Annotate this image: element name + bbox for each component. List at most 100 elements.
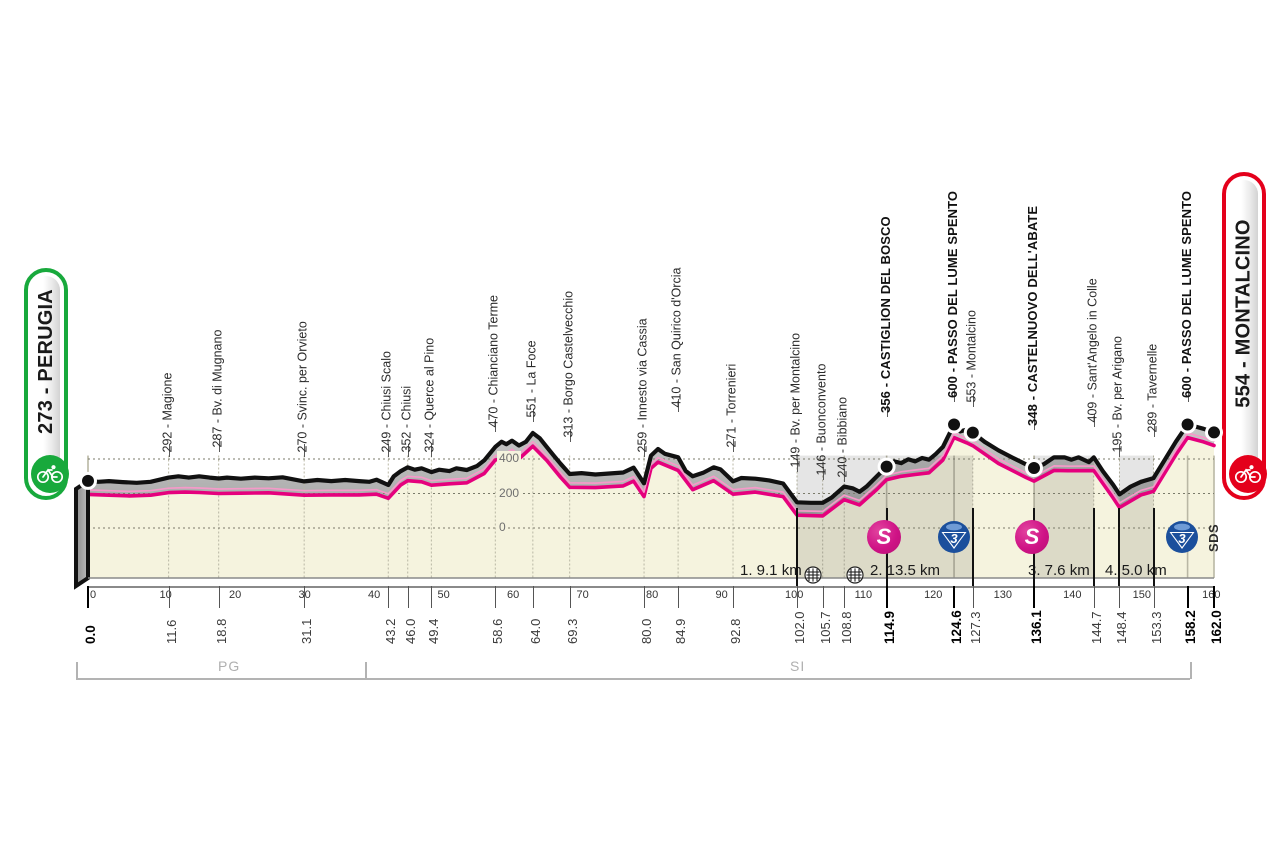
gravel-sector-divider bbox=[795, 508, 798, 586]
distance-marker-label: 136.1 bbox=[1028, 610, 1044, 644]
distance-marker-label: 49.4 bbox=[426, 618, 442, 644]
axis-tick bbox=[1186, 586, 1189, 608]
poi-label: 146 - Buonconvento bbox=[814, 363, 829, 476]
axis-tick bbox=[431, 586, 433, 608]
province-bracket-line bbox=[365, 678, 1190, 680]
gravel-sector-divider bbox=[1118, 508, 1121, 586]
poi-label: 240 - Bibbiano bbox=[835, 396, 850, 478]
axis-tick-number: 130 bbox=[993, 589, 1012, 601]
axis-tick-number: 50 bbox=[437, 589, 450, 601]
finish-cyclist-icon bbox=[1229, 455, 1267, 493]
kom-category-marker[interactable]: 3 bbox=[1165, 520, 1199, 554]
gradient-line bbox=[86, 435, 1216, 518]
axis-tick bbox=[569, 586, 571, 608]
profile-fill-lower bbox=[88, 437, 1214, 578]
poi-label: 249 - Chiusi Scalo bbox=[379, 351, 394, 453]
distance-marker-label: 92.8 bbox=[728, 618, 744, 644]
level-crossing-icon bbox=[846, 566, 864, 584]
poi-label: 551 - La Foce bbox=[524, 340, 539, 418]
sds-watermark: SDS bbox=[1206, 523, 1221, 552]
poi-label: 289 - Tavernelle bbox=[1145, 343, 1160, 433]
poi-leader-line bbox=[1187, 389, 1189, 402]
axis-tick bbox=[304, 586, 306, 608]
distance-marker-label: 158.2 bbox=[1182, 610, 1198, 644]
distance-marker-label: 124.6 bbox=[949, 610, 965, 644]
province-bracket-tick bbox=[365, 662, 367, 679]
gravel-sector-divider bbox=[971, 508, 974, 586]
axis-tick bbox=[733, 586, 735, 608]
axis-tick bbox=[822, 586, 824, 608]
distance-marker-label: 102.0 bbox=[791, 611, 807, 644]
gravel-sector-divider bbox=[1152, 508, 1155, 586]
poi-label: 600 - PASSO DEL LUME SPENTO bbox=[1178, 190, 1194, 398]
intermediate-sprint-marker[interactable]: S bbox=[867, 520, 901, 554]
distance-marker-label: 58.6 bbox=[490, 618, 506, 644]
distance-marker-label: 148.4 bbox=[1114, 611, 1130, 644]
poi-label: 324 - Querce al Pino bbox=[422, 337, 437, 453]
axis-tick bbox=[1213, 586, 1216, 608]
start-wall bbox=[74, 477, 90, 590]
distance-marker-label: 46.0 bbox=[402, 618, 418, 644]
distance-marker-label: 80.0 bbox=[639, 618, 655, 644]
poi-leader-line bbox=[407, 444, 409, 457]
poi-leader-line bbox=[569, 429, 571, 442]
kom-category-marker[interactable]: 3 bbox=[937, 520, 971, 554]
poi-leader-line bbox=[1093, 414, 1095, 427]
axis-tick bbox=[796, 586, 798, 608]
poi-label: 356 - CASTIGLION DEL BOSCO bbox=[877, 216, 893, 413]
axis-tick bbox=[495, 586, 497, 608]
axis-tick bbox=[644, 586, 646, 608]
province-bracket-tick bbox=[1190, 662, 1192, 679]
axis-tick-number: 100 bbox=[785, 589, 804, 601]
axis-tick-number: 150 bbox=[1132, 589, 1151, 601]
axis-tick bbox=[1032, 586, 1036, 608]
axis-tick bbox=[885, 586, 888, 608]
distance-marker-label: 114.9 bbox=[881, 610, 897, 644]
poi-leader-line bbox=[431, 444, 433, 457]
gravel-sector-divider bbox=[1092, 508, 1095, 586]
svg-text:3: 3 bbox=[1178, 531, 1186, 546]
start-city-plate[interactable]: 273 - PERUGIA bbox=[24, 268, 69, 500]
poi-label: 259 - Innesto via Cassia bbox=[635, 318, 650, 453]
poi-label: 410 - San Quirico d'Orcia bbox=[669, 267, 684, 408]
poi-label: 470 - Chianciano Terme bbox=[486, 295, 501, 428]
poi-leader-line bbox=[644, 444, 646, 457]
province-bracket-tick bbox=[76, 662, 78, 679]
axis-tick-number: 120 bbox=[924, 589, 943, 601]
axis-tick bbox=[1119, 586, 1121, 608]
elevation-label: 200 bbox=[497, 485, 522, 500]
axis-tick-number: 40 bbox=[368, 589, 381, 601]
poi-label: 409 - Sant'Angelo in Colle bbox=[1085, 278, 1100, 423]
axis-tick-number: 160 bbox=[1202, 589, 1221, 601]
poi-leader-line bbox=[1153, 424, 1155, 437]
axis-tick bbox=[678, 586, 680, 608]
distance-marker-label: 18.8 bbox=[213, 618, 229, 644]
axis-tick-number: 110 bbox=[854, 589, 873, 601]
poi-dots bbox=[79, 415, 1223, 490]
finish-city-plate[interactable]: 554 - MONTALCINO bbox=[1222, 172, 1267, 500]
axis-tick-number: 140 bbox=[1063, 589, 1082, 601]
poi-leader-line bbox=[733, 439, 735, 452]
gravel-sector-label: 3. 7.6 km bbox=[1028, 562, 1090, 579]
province-label: PG bbox=[218, 658, 241, 674]
poi-leader-line bbox=[495, 419, 497, 432]
poi-label: 352 - Chiusi bbox=[399, 385, 414, 453]
start-cyclist-icon bbox=[31, 455, 69, 493]
gravel-sector-label: 4. 5.0 km bbox=[1105, 562, 1167, 579]
poi-leader-line bbox=[954, 389, 956, 402]
province-label: SI bbox=[790, 658, 806, 674]
finish-plate-background bbox=[1230, 180, 1258, 492]
distance-marker-label: 153.3 bbox=[1148, 611, 1164, 644]
axis-rule bbox=[88, 586, 1214, 588]
intermediate-sprint-marker[interactable]: S bbox=[1015, 520, 1049, 554]
poi-leader-line bbox=[1119, 444, 1121, 457]
poi-leader-line bbox=[1033, 417, 1035, 430]
distance-marker-label: 105.7 bbox=[817, 611, 833, 644]
distance-marker-label: 84.9 bbox=[673, 618, 689, 644]
axis-tick bbox=[388, 586, 390, 608]
elevation-label: 0 bbox=[497, 520, 508, 534]
axis-tick-number: 10 bbox=[159, 589, 172, 601]
axis-tick-number: 60 bbox=[507, 589, 520, 601]
